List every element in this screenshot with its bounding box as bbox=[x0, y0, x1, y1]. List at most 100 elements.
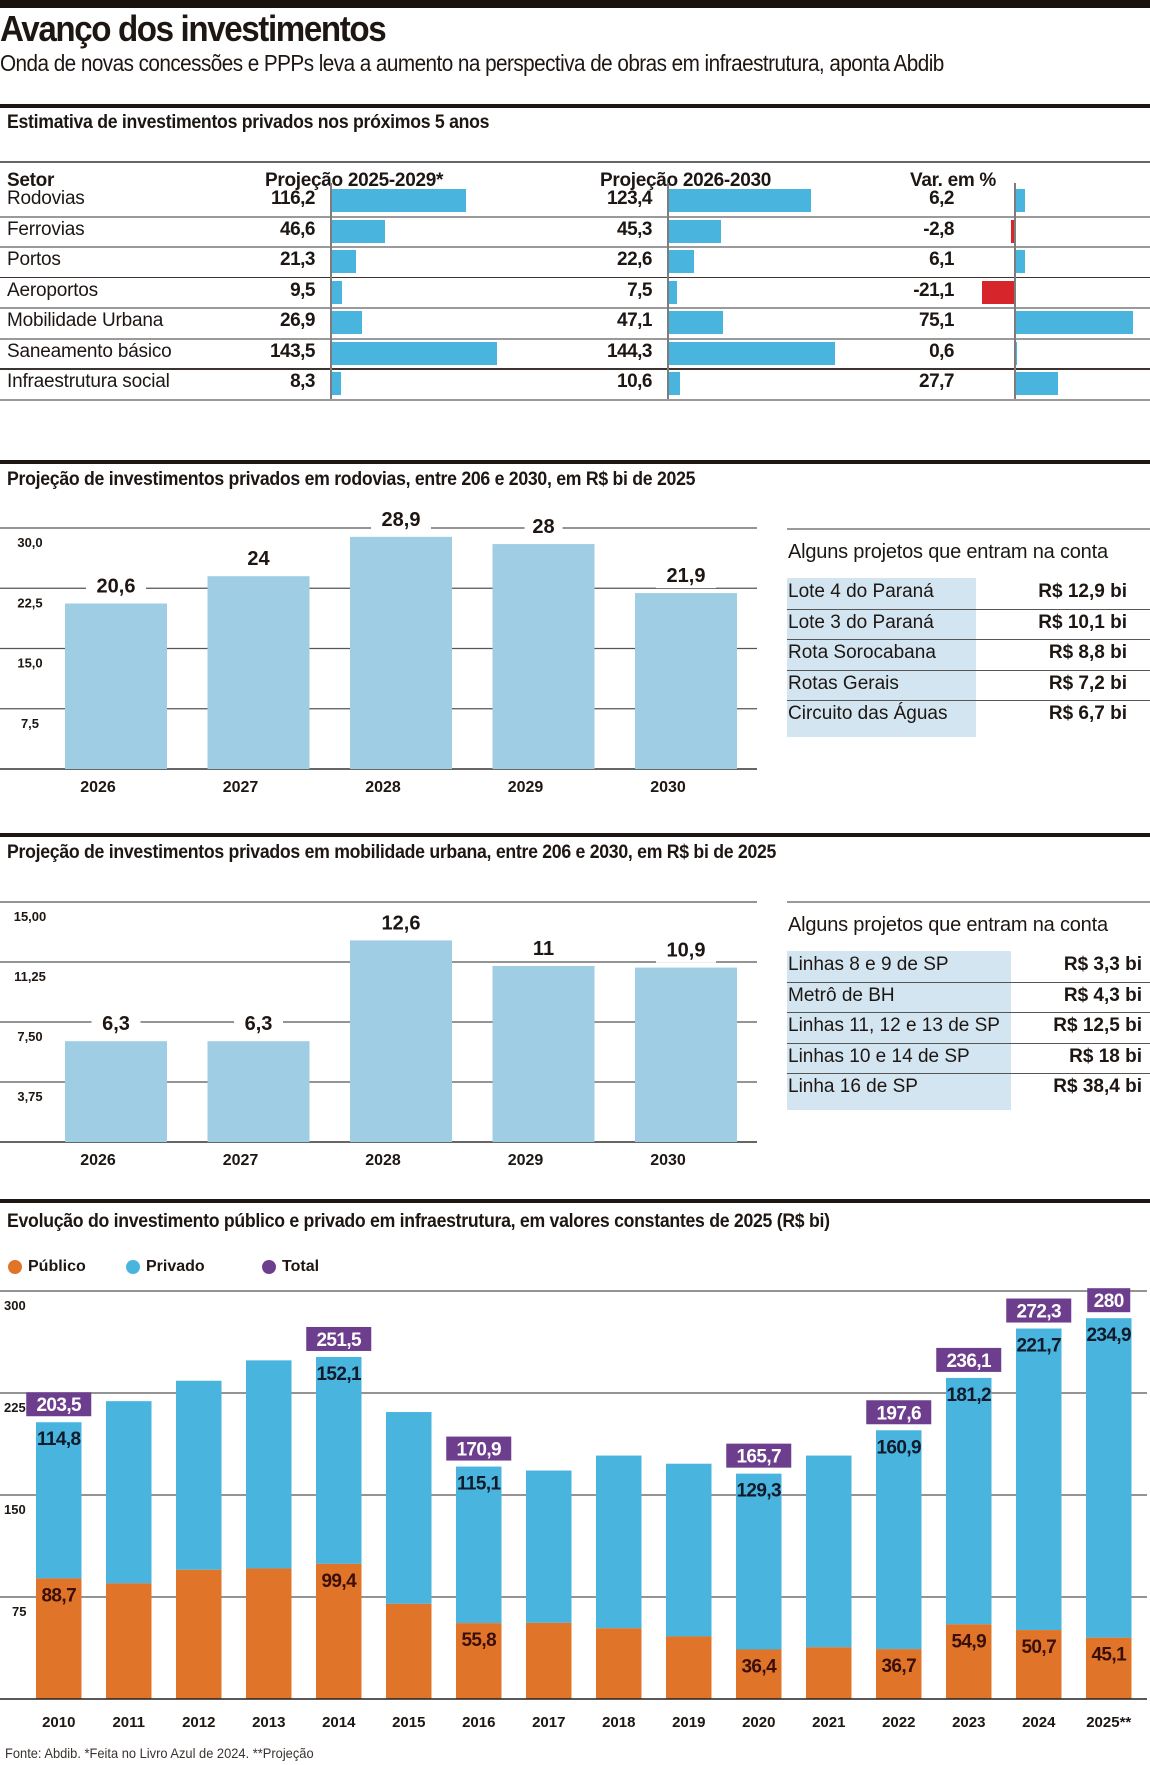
total-badge bbox=[1087, 1288, 1131, 1313]
bar-privado bbox=[176, 1380, 222, 1570]
privado-value-label: 129,3 bbox=[736, 1481, 781, 1502]
bar-privado bbox=[876, 1430, 922, 1650]
legend-item-publico: Público bbox=[8, 1258, 126, 1276]
section-divider bbox=[0, 460, 1150, 464]
page-subtitle: Onda de novas concessões e PPPs leva a a… bbox=[0, 50, 944, 76]
total-badge bbox=[26, 1392, 92, 1417]
y-tick-label: 22,5 bbox=[17, 595, 42, 610]
rodovias-chart-title: Projeção de investimentos privados em ro… bbox=[7, 469, 696, 490]
row-divider bbox=[787, 1012, 1150, 1013]
sector-name: Portos bbox=[7, 249, 61, 270]
project-name: Linhas 10 e 14 de SP bbox=[788, 1045, 970, 1067]
bar-publico bbox=[36, 1578, 82, 1699]
proj1-bar bbox=[331, 280, 343, 304]
label-knockout bbox=[371, 505, 431, 532]
var-value: 0,6 bbox=[929, 340, 954, 362]
x-tick-label: 2026 bbox=[80, 779, 116, 796]
proj1-bar bbox=[331, 341, 498, 365]
project-name: Linhas 8 e 9 de SP bbox=[788, 954, 949, 975]
publico-value-label: 50,7 bbox=[1021, 1637, 1056, 1658]
section-divider bbox=[0, 104, 1150, 108]
proj1-bar bbox=[331, 372, 341, 395]
bar-group-2017 bbox=[526, 1470, 572, 1699]
bar-privado bbox=[246, 1360, 292, 1569]
bar-group-2021 bbox=[806, 1455, 852, 1699]
project-value: R$ 4,3 bi bbox=[1063, 984, 1142, 1006]
proj2-value: 22,6 bbox=[617, 249, 652, 270]
bar-2030 bbox=[635, 967, 737, 1142]
row-divider bbox=[787, 1042, 1150, 1044]
bar-2027 bbox=[207, 1041, 310, 1142]
bar-group-2019 bbox=[666, 1463, 712, 1699]
privado-value-label: 181,2 bbox=[946, 1385, 991, 1406]
x-tick-label: 2026 bbox=[80, 1152, 116, 1169]
var-value: 27,7 bbox=[919, 371, 954, 392]
project-value: R$ 12,5 bi bbox=[1053, 1015, 1142, 1036]
chart-legend: Público Privado Total bbox=[8, 1258, 319, 1276]
x-tick-label: 2029 bbox=[508, 1152, 544, 1169]
var-bar-negative bbox=[1010, 219, 1015, 243]
x-tick-label: 2020 bbox=[742, 1714, 775, 1731]
proj2-bar bbox=[668, 219, 721, 243]
var-value: 6,2 bbox=[929, 188, 954, 209]
x-tick-label: 2027 bbox=[223, 779, 259, 796]
bar-2030 bbox=[635, 593, 737, 769]
var-value: -2,8 bbox=[923, 218, 954, 240]
bar-2026 bbox=[65, 1041, 167, 1142]
bar-privado bbox=[1086, 1318, 1132, 1638]
x-tick-label: 2030 bbox=[650, 1152, 686, 1169]
bar-publico bbox=[946, 1624, 992, 1699]
proj2-value: 45,3 bbox=[617, 218, 652, 240]
privado-value-label: 152,1 bbox=[316, 1364, 362, 1385]
bar-privado bbox=[456, 1466, 502, 1624]
y-tick-label: 75 bbox=[12, 1604, 26, 1619]
proj2-bar bbox=[668, 341, 836, 365]
bar-group-2012 bbox=[176, 1380, 222, 1699]
row-divider bbox=[0, 276, 1150, 278]
proj2-bar bbox=[668, 250, 695, 273]
bar-publico bbox=[106, 1583, 152, 1699]
y-tick-label: 15,00 bbox=[14, 909, 47, 924]
row-divider bbox=[0, 307, 1150, 309]
bar-group-2024: 50,7 221,7 272,3 bbox=[1006, 1298, 1072, 1699]
y-tick-label: 7,50 bbox=[17, 1029, 42, 1044]
row-divider bbox=[787, 669, 1150, 671]
row-divider bbox=[0, 246, 1150, 248]
var-value: 6,1 bbox=[929, 249, 954, 270]
col-header-proj1: Projeção 2025-2029* bbox=[265, 170, 444, 191]
bar-publico bbox=[176, 1569, 222, 1699]
project-name-column-bg bbox=[787, 578, 976, 737]
sector-name: Ferrovias bbox=[7, 218, 85, 240]
total-badge bbox=[1006, 1298, 1072, 1323]
label-knockout bbox=[91, 1010, 141, 1037]
row-divider bbox=[787, 700, 1150, 701]
legend-dot-publico-icon bbox=[8, 1260, 22, 1274]
label-knockout bbox=[524, 935, 563, 961]
rodovias-chart: 7,5 15,0 22,5 30,0 20,6 2026 24 2027 28,9 2028 28 2… bbox=[0, 505, 757, 796]
project-value: R$ 18 bi bbox=[1069, 1045, 1142, 1067]
total-value-label: 272,3 bbox=[1016, 1302, 1061, 1323]
bar-publico bbox=[806, 1647, 852, 1699]
bar-publico bbox=[666, 1636, 712, 1699]
proj2-bar bbox=[668, 372, 681, 395]
publico-value-label: 88,7 bbox=[41, 1585, 76, 1606]
proj2-bar bbox=[668, 189, 812, 212]
publico-value-label: 55,8 bbox=[461, 1630, 496, 1651]
proj1-bar bbox=[331, 219, 386, 243]
proj2-axis bbox=[667, 183, 669, 399]
y-tick-label: 11,25 bbox=[14, 969, 46, 984]
row-divider bbox=[787, 981, 1150, 983]
proj1-value: 21,3 bbox=[280, 249, 315, 270]
sector-table-title: Estimativa de investimentos privados nos… bbox=[7, 112, 490, 133]
bar-group-2015 bbox=[386, 1412, 432, 1699]
x-tick-label: 2010 bbox=[42, 1714, 75, 1731]
proj1-value: 143,5 bbox=[269, 340, 316, 362]
y-tick-label: 15,0 bbox=[17, 656, 42, 671]
sector-name: Aeroportos bbox=[7, 279, 98, 301]
mobilidade-projects-heading: Alguns projetos que entram na conta bbox=[788, 914, 1108, 936]
total-value-label: 280 bbox=[1094, 1291, 1124, 1312]
row-divider bbox=[0, 368, 1150, 370]
legend-item-total: Total bbox=[262, 1258, 319, 1276]
section-divider bbox=[0, 1199, 1150, 1203]
y-tick-label: 300 bbox=[4, 1298, 26, 1313]
